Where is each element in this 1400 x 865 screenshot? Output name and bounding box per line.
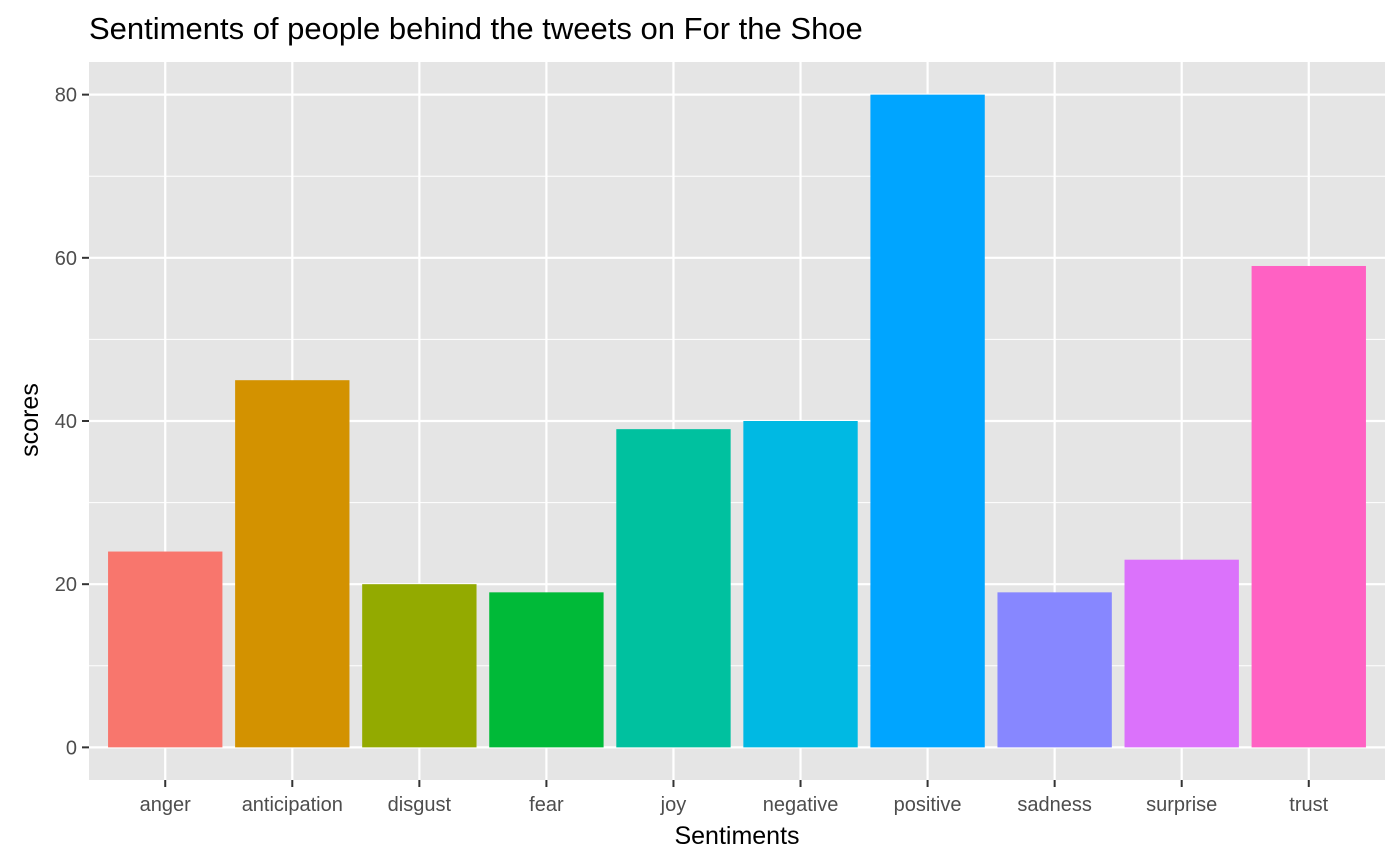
bar-joy [616, 429, 731, 748]
bar-disgust [362, 584, 477, 748]
y-axis: 0 20 40 60 80 [55, 85, 89, 759]
bar-negative [743, 421, 858, 748]
x-tick-label: anticipation [242, 794, 343, 816]
bar-anger [108, 551, 223, 748]
bar-positive [870, 94, 985, 748]
y-tick-label: 80 [55, 85, 77, 107]
x-axis: anger anticipation disgust fear joy negative p… [140, 780, 1329, 816]
x-tick-label: fear [529, 794, 564, 816]
bar-anticipation [235, 380, 350, 748]
y-axis-title: scores [16, 383, 44, 457]
chart-title: Sentiments of people behind the tweets o… [89, 11, 863, 46]
x-tick-label: positive [894, 794, 962, 816]
bars [108, 94, 1366, 748]
x-tick-label: anger [140, 794, 191, 816]
y-tick-label: 0 [66, 737, 77, 759]
x-tick-label: negative [763, 794, 839, 816]
bar-fear [489, 592, 604, 748]
x-tick-label: trust [1289, 794, 1328, 816]
x-tick-label: surprise [1146, 794, 1217, 816]
y-tick-label: 60 [55, 248, 77, 270]
x-tick-label: disgust [388, 794, 452, 816]
bar-sadness [997, 592, 1112, 748]
x-axis-title: Sentiments [674, 822, 799, 850]
y-tick-label: 20 [55, 574, 77, 596]
x-tick-label: sadness [1017, 794, 1092, 816]
bar-trust [1251, 265, 1366, 748]
x-tick-label: joy [660, 794, 687, 816]
bar-surprise [1124, 559, 1239, 748]
y-tick-label: 40 [55, 411, 77, 433]
